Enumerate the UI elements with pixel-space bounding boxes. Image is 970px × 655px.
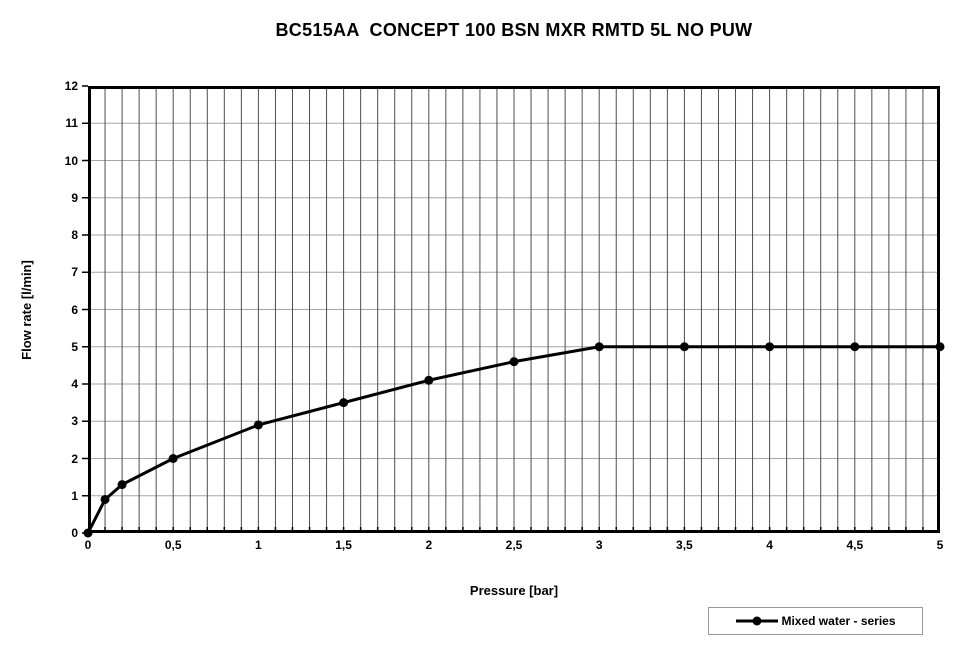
data-point (83, 528, 93, 538)
y-tick-label: 3 (71, 414, 78, 429)
legend-box: Mixed water - series (708, 607, 923, 635)
y-tick-label: 6 (71, 302, 78, 317)
x-tick-label: 3,5 (676, 538, 693, 552)
data-point (509, 357, 519, 367)
y-tick-label: 2 (71, 451, 78, 466)
legend-line-marker-icon (736, 616, 779, 626)
x-tick-label: 5 (936, 538, 944, 552)
data-point (117, 480, 127, 490)
y-tick-label: 12 (64, 79, 78, 93)
y-tick-label: 0 (71, 526, 78, 540)
y-tick-label: 11 (65, 116, 78, 131)
x-tick-label: 4 (766, 538, 773, 552)
x-tick-label: 2,5 (505, 538, 523, 552)
x-tick-label: 2 (425, 538, 433, 552)
data-point (168, 454, 178, 463)
data-point (339, 398, 349, 408)
y-tick-label: 4 (71, 377, 78, 391)
data-point (594, 342, 604, 352)
data-point (765, 342, 775, 352)
data-point (935, 342, 945, 352)
x-tick-label: 1 (255, 538, 262, 552)
y-tick-label: 1 (71, 488, 78, 503)
data-point (100, 494, 110, 504)
chart-title: BC515AA CONCEPT 100 BSN MXR RMTD 5L NO P… (275, 20, 753, 40)
plot-area (82, 85, 945, 538)
y-tick-label: 8 (71, 228, 78, 242)
legend-label: Mixed water - series (781, 614, 896, 628)
x-tick-label: 1,5 (335, 538, 352, 552)
x-tick-label: 4,5 (846, 538, 864, 552)
data-point (424, 375, 434, 385)
x-tick-label: 0 (84, 538, 92, 552)
x-tick-label: 3 (595, 538, 603, 552)
plot-frame (88, 86, 940, 533)
y-tick-label: 7 (71, 265, 78, 280)
data-point (253, 420, 263, 430)
y-tick-label: 10 (64, 153, 78, 168)
y-tick-label: 9 (71, 190, 78, 205)
x-tick-label: 0,5 (164, 538, 182, 552)
y-axis-title: Flow rate [l/min] (19, 260, 34, 360)
x-axis-title: Pressure [bar] (469, 583, 559, 598)
y-tick-label: 5 (71, 339, 78, 354)
data-point (850, 342, 860, 352)
data-point (679, 342, 689, 352)
